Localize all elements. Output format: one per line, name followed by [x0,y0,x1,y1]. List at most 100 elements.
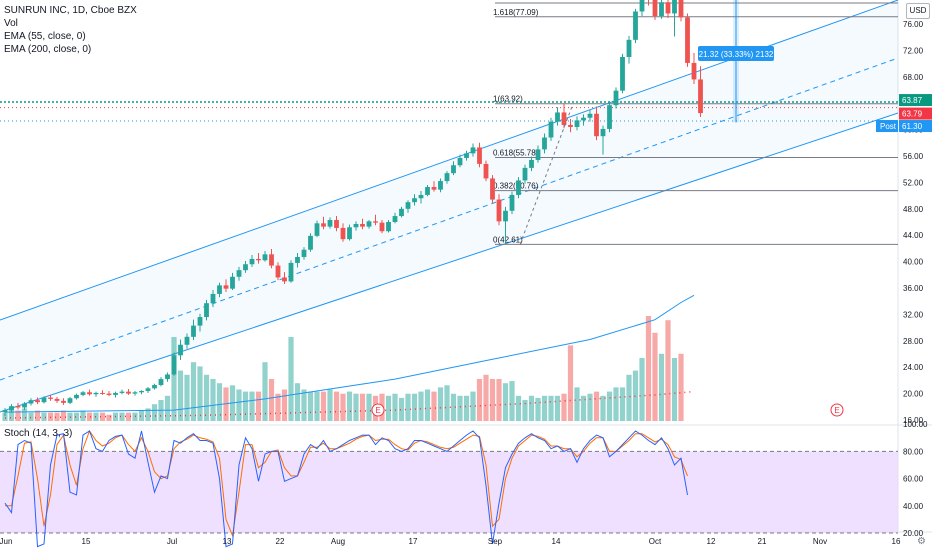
candle-body [353,223,359,228]
fib-retracement: 2(85.23)1.618(77.09)1(63.92)0.618(55.78)… [493,2,898,245]
candle-body [35,400,40,403]
volume-bar [184,374,190,421]
volume-bar [619,387,626,421]
candle-body [678,0,684,18]
candle-body [405,202,411,209]
volume-bar [554,395,561,421]
candle-body [626,39,632,57]
candle-body [15,406,21,408]
volume-bar [15,410,21,421]
volume-bar [86,412,93,421]
volume-bar [41,412,47,421]
candle-body [561,112,567,125]
volume-bar [145,408,151,421]
post-price-tag-bg [899,120,932,133]
volume-bar [28,412,34,421]
volume-bar [418,391,424,421]
volume-bar [99,412,106,421]
candle-body [28,400,34,404]
volume-bar [665,320,671,421]
volume-bar [203,374,210,421]
volume-bar [515,395,522,421]
candle-body [522,167,528,181]
volume-bar [632,370,639,421]
volume-bar [307,391,314,421]
currency-button[interactable]: USD [906,3,930,19]
volume-bar [613,387,619,421]
volume-bar [509,381,515,421]
volume-bar [320,391,327,421]
price-tick-label: 76.00 [903,20,924,29]
volume-bar [645,316,652,421]
volume-bar [106,414,112,421]
candle-body [61,400,66,403]
channel-lower [0,112,899,413]
candle-body [633,11,638,40]
candle-body [379,222,385,232]
candle-body [600,128,606,137]
time-tick-label: 14 [552,537,561,546]
volume-bar [548,395,554,421]
price-tick-label: 32.00 [903,310,924,319]
candle-body [93,392,99,395]
stoch-tick-label: 20.00 [903,529,924,538]
candle-body [483,163,489,179]
volume-bar [528,395,535,421]
volume-bar [34,410,41,421]
time-tick-label: Nov [813,537,827,546]
candle-body [548,121,554,138]
time-tick-label: 13 [223,537,232,546]
time-tick-label: Jul [167,537,177,546]
gear-icon[interactable]: ⚙ [917,536,926,547]
volume-bar [275,393,281,421]
volume-bar [138,410,145,421]
candle-body [672,0,677,14]
red-price-tag: 63.79 [902,110,923,119]
volume-bar [437,387,444,421]
time-tick-label: 12 [707,537,716,546]
stoch-band-fill [0,451,898,533]
fib-level-label: 0(42.61) [493,235,523,244]
time-tick-label: 21 [758,537,767,546]
volume-bar [522,400,528,421]
volume-bar [288,337,294,421]
volume-bar [496,379,502,421]
green-price-tag: 63.87 [902,96,923,105]
candle-body [613,90,619,106]
candle-body [22,403,27,408]
ema55-line [4,294,695,413]
volume-bars [2,316,684,421]
candle-body [41,397,47,403]
candle-body [496,199,502,222]
volume-bar [353,393,359,421]
fib-level-label: 1(63.92) [493,95,523,104]
candle-body [412,198,417,203]
candle-body [262,254,268,261]
candle-body [2,410,8,413]
candle-body [418,194,424,199]
candle-body [204,303,209,318]
volume-bar [236,389,242,421]
candle-body [691,62,697,80]
stoch-band [0,450,898,534]
candle-body [139,390,144,393]
candle-body [509,194,515,211]
candle-body [399,208,404,217]
candle-body [243,264,248,271]
stoch-tick-label: 80.00 [903,447,924,456]
candle-body [431,187,437,190]
volume-bar [340,393,346,421]
candle-body [191,325,196,337]
candle-body [685,17,690,63]
candle-body [490,178,495,200]
candle-body [516,180,521,195]
time-tick-label: 22 [276,537,285,546]
fib-level-label: 0.618(55.78) [493,148,539,157]
volume-bar [314,391,320,421]
price-tick-label: 48.00 [903,205,924,214]
post-price-tag: 61.30 [902,122,923,131]
candle-body [288,262,294,282]
volume-bar [366,393,372,421]
time-tick-label: Oct [649,537,662,546]
volume-bar [2,412,8,421]
